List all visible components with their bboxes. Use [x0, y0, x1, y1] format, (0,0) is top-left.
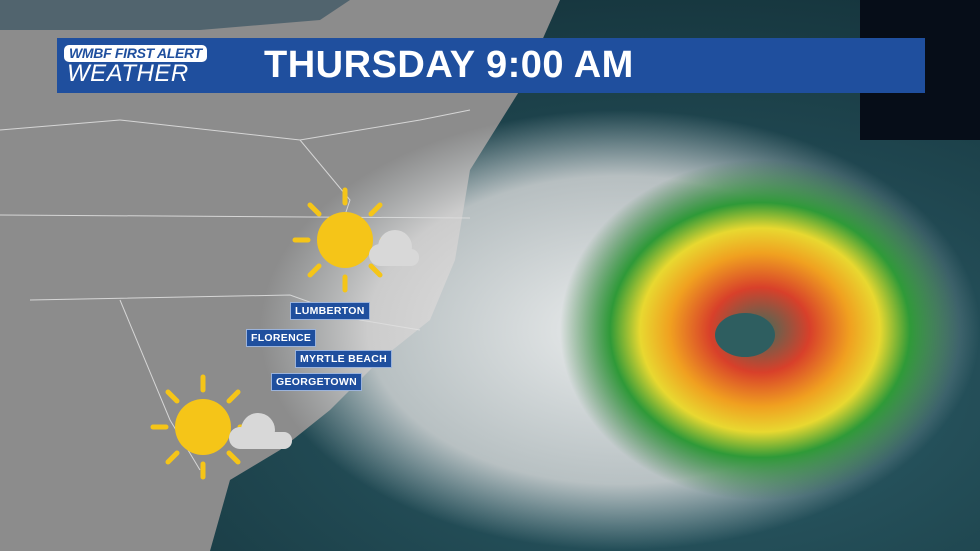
sun-behind-cloud-icon	[150, 374, 292, 480]
forecast-time-title: THURSDAY 9:00 AM	[264, 44, 634, 86]
city-label-georgetown: GEORGETOWN	[271, 373, 362, 391]
title-banner: WMBF FIRST ALERT WEATHER THURSDAY 9:00 A…	[57, 38, 925, 93]
city-label-lumberton: LUMBERTON	[290, 302, 370, 320]
hurricane-eye	[715, 313, 775, 357]
great-lakes	[0, 0, 350, 30]
logo-line2: WEATHER	[67, 60, 189, 87]
station-logo: WMBF FIRST ALERT WEATHER	[64, 43, 224, 89]
logo-line1: WMBF FIRST ALERT	[64, 45, 207, 62]
city-label-myrtle-beach: MYRTLE BEACH	[295, 350, 393, 368]
city-label-florence: FLORENCE	[246, 329, 317, 347]
sun-behind-cloud-icon	[292, 187, 419, 293]
